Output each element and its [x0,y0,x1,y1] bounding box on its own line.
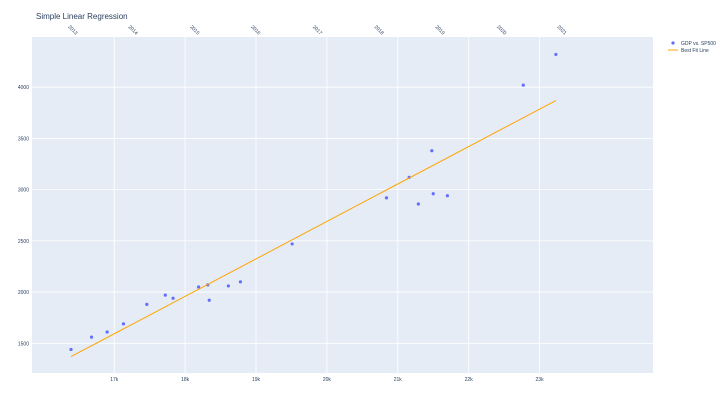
top-axis-tick-label: 2013 [66,24,78,36]
x-tick-label: 21k [394,377,403,383]
top-axis-tick-label: 2019 [434,24,446,36]
x-tick-label: 20k [323,377,332,383]
data-point[interactable] [145,302,149,306]
data-point[interactable] [226,284,230,288]
data-point[interactable] [105,330,109,334]
x-tick-label: 17k [110,377,119,383]
y-tick-label: 4000 [18,85,29,91]
grid-lines [32,37,653,373]
top-axis-tick-label: 2020 [495,24,507,36]
legend-item-label[interactable]: Best Fit Line [681,48,709,54]
data-point[interactable] [384,196,389,200]
data-point[interactable] [416,202,420,206]
y-tick-label: 2000 [18,290,29,296]
data-point[interactable] [521,83,525,87]
y-tick-label: 3500 [18,136,29,142]
data-point[interactable] [196,285,201,289]
data-point[interactable] [207,298,211,302]
best-fit-line [70,100,557,358]
data-point[interactable] [290,242,294,246]
top-axis-tick-label: 2018 [373,24,385,36]
data-point[interactable] [121,322,126,326]
y-tick-label: 3000 [18,188,29,194]
x-tick-label: 19k [252,377,261,383]
data-point[interactable] [69,347,73,352]
legend-item-label[interactable]: GDP vs. SP500 [681,41,716,47]
data-point[interactable] [430,149,434,153]
chart-title: Simple Linear Regression [36,12,128,21]
top-axis-tick-label: 2016 [249,24,261,36]
plot-area [32,37,653,373]
x-tick-label: 23k [536,377,545,383]
data-point[interactable] [554,52,558,57]
top-axis-tick-label: 2017 [311,24,323,36]
y-tick-label: 2500 [18,239,29,245]
data-point[interactable] [431,192,435,196]
x-tick-label: 22k [465,377,474,383]
data-point[interactable] [163,293,167,297]
data-point[interactable] [238,280,243,284]
y-tick-label: 1500 [18,341,29,347]
data-point[interactable] [171,296,175,300]
legend-marker-swatch [671,41,675,45]
data-point[interactable] [89,335,94,339]
top-axis-tick-label: 2021 [555,24,567,36]
data-point[interactable] [445,194,450,198]
series-layer [69,52,558,358]
x-tick-label: 18k [181,377,190,383]
top-axis-tick-label: 2015 [188,24,200,36]
top-axis-tick-label: 2014 [127,24,139,36]
